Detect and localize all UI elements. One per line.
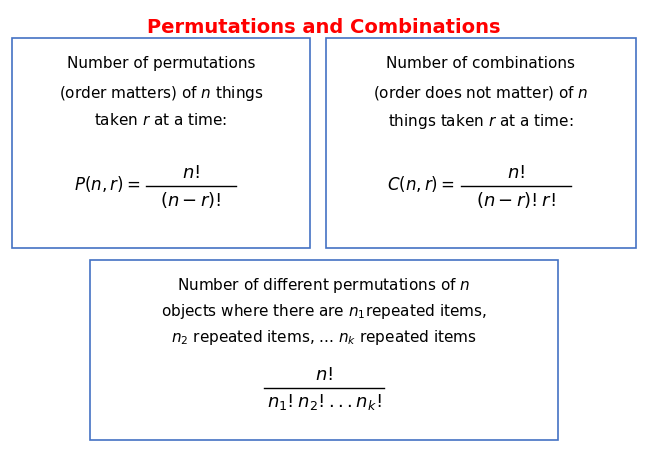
- Text: $n_1!n_2!...n_k!$: $n_1!n_2!...n_k!$: [267, 392, 381, 412]
- Text: (order matters) of $n$ things: (order matters) of $n$ things: [58, 84, 263, 103]
- FancyBboxPatch shape: [12, 38, 310, 248]
- Text: (order does not matter) of $n$: (order does not matter) of $n$: [373, 84, 589, 102]
- Text: $n!$: $n!$: [507, 164, 525, 182]
- Text: things taken $r$ at a time:: things taken $r$ at a time:: [388, 112, 573, 131]
- Text: $P(n,r) =$: $P(n,r) =$: [74, 174, 140, 194]
- Text: $n_2$ repeated items, ... $n_k$ repeated items: $n_2$ repeated items, ... $n_k$ repeated…: [171, 328, 477, 347]
- Text: $C(n,r) =$: $C(n,r) =$: [387, 174, 455, 194]
- Text: Permutations and Combinations: Permutations and Combinations: [147, 18, 501, 37]
- FancyBboxPatch shape: [326, 38, 636, 248]
- Text: Number of combinations: Number of combinations: [386, 56, 575, 71]
- FancyBboxPatch shape: [90, 260, 558, 440]
- Text: Number of different permutations of $n$: Number of different permutations of $n$: [178, 276, 470, 295]
- Text: $n!$: $n!$: [315, 366, 333, 384]
- Text: $(n-r)!$: $(n-r)!$: [160, 190, 222, 210]
- Text: $(n-r)!r!$: $(n-r)!r!$: [476, 190, 556, 210]
- Text: $n!$: $n!$: [182, 164, 200, 182]
- Text: taken $r$ at a time:: taken $r$ at a time:: [95, 112, 227, 128]
- Text: objects where there are $n_1$repeated items,: objects where there are $n_1$repeated it…: [161, 302, 487, 321]
- Text: Number of permutations: Number of permutations: [67, 56, 255, 71]
